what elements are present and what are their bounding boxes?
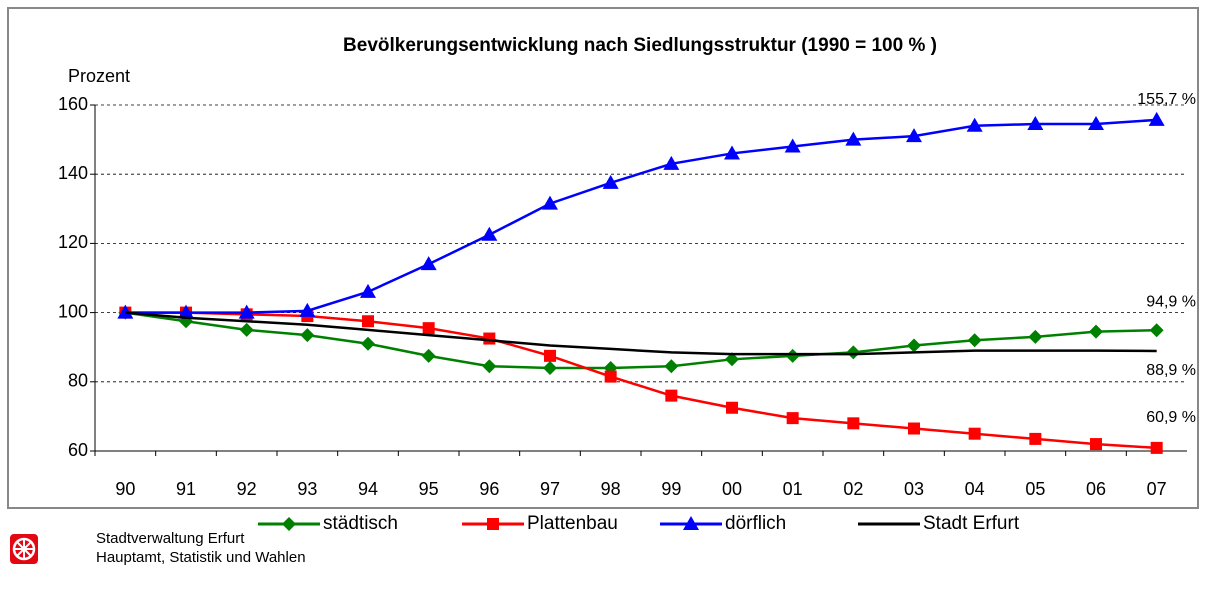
marker [846,345,861,360]
marker [300,328,315,343]
x-tick-label: 02 [843,479,863,499]
y-axis-label: Prozent [68,66,130,86]
x-tick-label: 99 [661,479,681,499]
marker [967,333,982,348]
marker [360,283,376,298]
x-tick-label: 00 [722,479,742,499]
x-tick-label: 91 [176,479,196,499]
marker [1028,329,1043,344]
marker [726,401,738,414]
x-tick-label: 95 [419,479,439,499]
marker [1150,441,1163,454]
footer-line: Stadtverwaltung Erfurt [96,530,245,547]
legend-label: städtisch [323,513,398,534]
x-tick-label: 92 [237,479,257,499]
legend-label: Plattenbau [527,513,618,534]
y-tick-label: 160 [58,94,88,114]
marker [664,359,679,374]
marker [420,256,437,271]
marker [238,304,255,319]
marker [362,315,374,328]
x-tick-label: 06 [1086,479,1106,499]
y-tick-label: 80 [68,371,88,391]
marker [483,332,496,345]
marker [665,389,678,402]
data-label: 60,9 % [1146,409,1196,426]
data-label: 94,9 % [1146,293,1196,310]
y-tick-label: 100 [58,301,88,321]
marker [847,417,860,430]
marker [1148,111,1165,126]
series-line [125,311,1157,370]
x-tick-label: 05 [1025,479,1045,499]
x-tick-label: 01 [783,479,803,499]
marker [602,174,619,189]
data-label: 88,9 % [1146,362,1196,379]
logo [10,534,38,564]
marker [1027,116,1044,131]
marker [421,348,436,363]
marker [239,322,254,337]
y-tick-label: 140 [58,163,88,183]
marker [784,138,801,153]
marker [906,128,922,143]
marker [487,518,499,530]
legend-label: Stadt Erfurt [923,513,1020,534]
chart-title: Bevölkerungsentwicklung nach Siedlungsst… [343,35,937,56]
marker [1090,438,1102,451]
data-label: 155,7 % [1137,91,1196,108]
x-tick-label: 96 [479,479,499,499]
marker [422,322,435,335]
series-line [125,311,1157,356]
marker [786,412,799,425]
marker [907,338,921,353]
x-tick-label: 90 [115,479,135,499]
marker [1088,116,1104,131]
x-tick-label: 97 [540,479,560,499]
marker [481,226,498,241]
y-tick-label: 120 [58,232,88,252]
marker [543,360,557,375]
series-line [125,118,1157,314]
marker [845,131,862,146]
x-tick-label: 04 [965,479,985,499]
x-tick-label: 07 [1147,479,1167,499]
marker [542,195,558,210]
marker [683,516,699,530]
marker [482,359,497,374]
x-tick-label: 94 [358,479,378,499]
x-tick-label: 03 [904,479,924,499]
marker [663,155,680,170]
marker [1149,323,1164,338]
marker [361,336,375,351]
marker [968,427,981,440]
marker [117,304,134,319]
marker [178,304,194,319]
marker [299,302,316,317]
marker [908,422,920,435]
legend-label: dörflich [725,513,786,534]
footer-line: Hauptamt, Statistik und Wahlen [96,549,306,566]
marker [1089,324,1103,339]
series-line [125,311,1157,450]
x-tick-label: 98 [601,479,621,499]
y-tick-label: 60 [68,440,88,460]
marker [725,352,739,367]
marker [1029,432,1042,445]
marker [604,370,617,383]
marker [544,349,556,362]
marker [785,348,800,363]
chart-frame [7,7,1199,509]
marker [966,117,983,132]
x-tick-label: 93 [297,479,317,499]
marker [282,517,296,531]
marker [724,145,740,160]
